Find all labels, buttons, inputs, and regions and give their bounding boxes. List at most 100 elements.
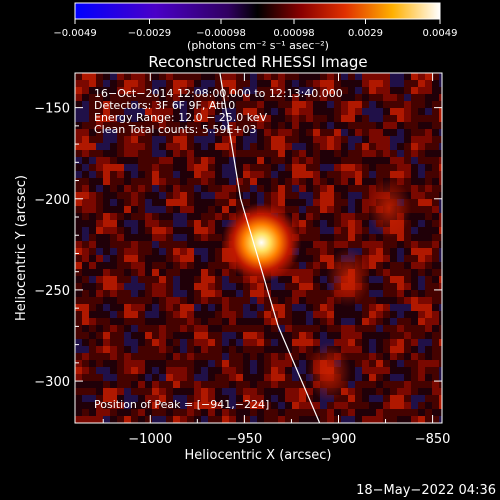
heatmap-cell [117,150,124,157]
heatmap-cell [418,206,425,213]
heatmap-cell [355,185,362,192]
heatmap-cell [117,353,124,360]
heatmap-cell [369,73,376,80]
heatmap-cell [348,157,355,164]
heatmap-cell [397,367,404,374]
heatmap-cell [222,283,229,290]
heatmap-cell [355,199,362,206]
heatmap-cell [320,164,327,171]
heatmap-cell [425,262,432,269]
heatmap-cell [292,73,299,80]
heatmap-cell [110,269,117,276]
heatmap-cell [82,185,89,192]
heatmap-cell [117,87,124,94]
heatmap-cell [180,136,187,143]
heatmap-cell [418,332,425,339]
heatmap-cell [152,269,159,276]
heatmap-cell [334,318,341,325]
heatmap-cell [348,94,355,101]
heatmap-cell [439,269,442,276]
heatmap-cell [404,115,411,122]
heatmap-cell [327,206,334,213]
heatmap-cell [341,101,348,108]
heatmap-cell [418,367,425,374]
heatmap-cell [159,122,166,129]
heatmap-cell [75,206,82,213]
heatmap-cell [103,199,110,206]
heatmap-cell [96,262,103,269]
heatmap-cell [397,276,404,283]
heatmap-cell [138,374,145,381]
heatmap-cell [229,339,236,346]
heatmap-cell [117,206,124,213]
heatmap-cell [383,80,390,87]
heatmap-cell [208,227,215,234]
heatmap-cell [124,402,131,409]
heatmap-cell [334,311,341,318]
heatmap-cell [411,297,418,304]
heatmap-cell [138,136,145,143]
heatmap-cell [159,129,166,136]
heatmap-cell [418,325,425,332]
heatmap-cell [131,381,138,388]
heatmap-cell [201,73,208,80]
heatmap-cell [425,318,432,325]
heatmap-cell [131,87,138,94]
heatmap-cell [397,73,404,80]
heatmap-cell [131,276,138,283]
heatmap-cell [243,409,250,416]
heatmap-cell [285,178,292,185]
heatmap-cell [187,206,194,213]
heatmap-cell [299,304,306,311]
heatmap-cell [355,318,362,325]
heatmap-cell [264,115,271,122]
heatmap-cell [236,157,243,164]
heatmap-cell [159,185,166,192]
heatmap-cell [390,360,397,367]
heatmap-cell [201,115,208,122]
x-tick-label: −950 [227,432,263,447]
heatmap-cell [243,108,250,115]
heatmap-cell [390,87,397,94]
heatmap-cell [411,402,418,409]
heatmap-cell [334,409,341,416]
heatmap-cell [159,297,166,304]
heatmap-cell [173,290,180,297]
heatmap-cell [194,192,201,199]
heatmap-cell [355,367,362,374]
heatmap-cell [180,185,187,192]
heatmap-cell [110,346,117,353]
heatmap-cell [369,325,376,332]
heatmap-cell [124,416,131,423]
heatmap-cell [355,332,362,339]
heatmap-cell [264,73,271,80]
heatmap-cell [411,255,418,262]
heatmap-cell [201,318,208,325]
heatmap-cell [285,171,292,178]
heatmap-cell [341,122,348,129]
heatmap-cell [397,283,404,290]
heatmap-cell [383,367,390,374]
heatmap-cell [390,297,397,304]
heatmap-cell [124,297,131,304]
heatmap-cell [138,416,145,423]
heatmap-cell [264,360,271,367]
heatmap-cell [341,220,348,227]
heatmap-cell [96,283,103,290]
heatmap-cell [208,304,215,311]
heatmap-cell [425,143,432,150]
heatmap-cell [124,332,131,339]
heatmap-cell [418,297,425,304]
heatmap-cell [292,178,299,185]
heatmap-cell [208,332,215,339]
heatmap-cell [208,381,215,388]
heatmap-cell [152,115,159,122]
heatmap-cell [222,395,229,402]
heatmap-cell [432,199,439,206]
heatmap-cell [348,374,355,381]
heatmap-cell [264,199,271,206]
heatmap-cell [145,199,152,206]
heatmap-cell [250,73,257,80]
heatmap-cell [418,395,425,402]
